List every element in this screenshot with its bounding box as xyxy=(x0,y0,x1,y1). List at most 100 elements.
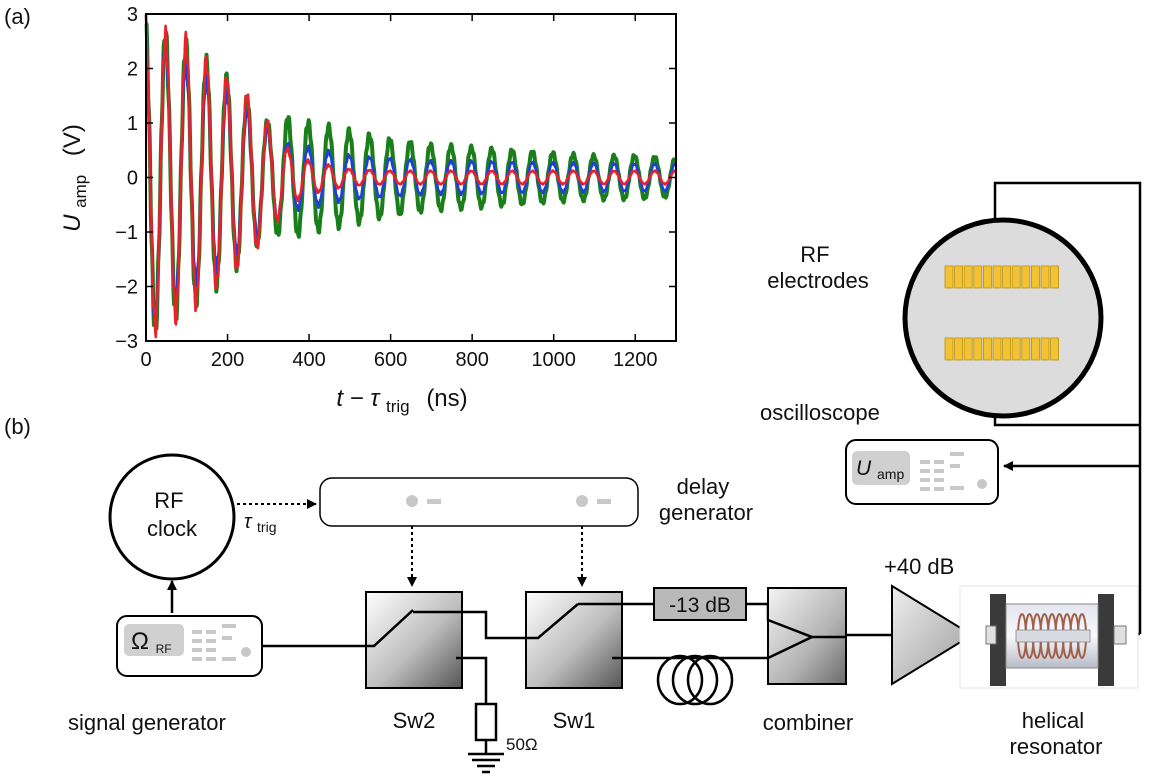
delay-output-2 xyxy=(576,495,588,507)
electrode-segment xyxy=(1040,265,1050,289)
sw1-contact xyxy=(526,603,579,640)
chart: 0 200 400 600 800 1000 1200 3 2 1 0 −1 −2 −3 U amp (… xyxy=(59,4,678,416)
resonator-endcap-right xyxy=(1098,594,1114,686)
rf-electrodes-line-2: electrodes xyxy=(767,268,869,293)
signal-generator-readout: Ω RF xyxy=(131,628,172,656)
oscilloscope-knob xyxy=(977,479,987,489)
oscilloscope-readout-subscript: amp xyxy=(877,466,904,482)
y-tick-label: −3 xyxy=(115,331,138,353)
oscilloscope-keypad xyxy=(920,452,964,491)
rf-clock-body xyxy=(108,453,236,581)
electrode-segment xyxy=(992,265,1002,289)
signal-generator-knob xyxy=(241,647,251,657)
signal-generator-keypad xyxy=(192,624,236,661)
oscilloscope-readout-symbol: U xyxy=(856,457,872,480)
delay-generator-line-1: delay xyxy=(677,474,730,499)
ground-symbol xyxy=(468,752,504,774)
helical-resonator-label: helical resonator xyxy=(1010,708,1103,759)
x-tick-label: 0 xyxy=(140,349,151,371)
electrode-segment xyxy=(1040,337,1050,361)
rf-clock-label: RF clock xyxy=(147,488,198,541)
electrode-segment xyxy=(1021,337,1031,361)
amplifier-gain-label: +40 dB xyxy=(884,554,954,579)
oscilloscope-readout: U amp xyxy=(856,457,904,482)
y-tick-label: 1 xyxy=(127,113,138,135)
x-axis-symbol: t − τ xyxy=(336,385,381,412)
electrode-segment xyxy=(1050,337,1059,361)
delay-generator xyxy=(319,477,639,527)
electrode-segment xyxy=(1031,337,1040,361)
rf-electrodes-top xyxy=(944,265,1059,289)
y-tick-label: −2 xyxy=(115,277,138,299)
electrode-segment xyxy=(973,265,983,289)
delay-line-coil xyxy=(656,654,734,706)
attenuator-label: -13 dB xyxy=(669,594,731,617)
electrode-segment xyxy=(1002,337,1011,361)
helical-resonator-line-1: helical xyxy=(1022,708,1084,733)
series-line xyxy=(144,14,677,339)
attenuator: -13 dB xyxy=(653,587,747,621)
sw2-label: Sw2 xyxy=(393,708,436,733)
wire-sw2-to-resistor xyxy=(456,656,488,704)
rf-clock: RF clock xyxy=(108,453,236,581)
delay-output-2-indicator xyxy=(597,499,611,504)
switch-sw1 xyxy=(525,591,623,689)
oscilloscope-label: oscilloscope xyxy=(760,400,880,425)
omega-rf-symbol: Ω xyxy=(131,628,149,655)
sw2-contact-in xyxy=(366,609,414,648)
y-axis-title: U amp (V) xyxy=(59,124,92,232)
electrode-segment xyxy=(1021,265,1031,289)
svg-text:U amp (V): U amp (V) xyxy=(59,124,92,232)
electrode-segment xyxy=(963,265,973,289)
resonator-output-port xyxy=(1113,625,1127,645)
tau-trig-label: τ trig xyxy=(244,511,277,535)
electrode-segment xyxy=(1002,265,1011,289)
electrode-segment xyxy=(973,337,983,361)
coil-rod xyxy=(1015,629,1091,643)
rf-electrodes-line-1: RF xyxy=(800,242,829,267)
x-tick-label: 1200 xyxy=(613,349,658,371)
rf-electrodes-bottom xyxy=(944,337,1059,361)
helical-resonator xyxy=(959,585,1139,689)
sw1-label: Sw1 xyxy=(553,708,596,733)
switch-sw2 xyxy=(365,591,463,689)
resonator-endcap-left xyxy=(990,594,1006,686)
resistor-label: 50Ω xyxy=(506,735,538,754)
delay-generator-body xyxy=(319,477,639,527)
signal-generator: Ω RF xyxy=(116,615,263,677)
x-tick-label: 400 xyxy=(292,349,325,371)
helical-resonator-line-2: resonator xyxy=(1010,734,1103,759)
panel-label-a: (a) xyxy=(4,4,31,29)
x-tick-label: 600 xyxy=(374,349,407,371)
delay-generator-label: delay generator xyxy=(659,474,753,525)
series-line xyxy=(144,22,678,331)
rf-electrodes-label: RF electrodes xyxy=(767,242,869,293)
electrode-segment xyxy=(992,337,1002,361)
x-tick-label: 800 xyxy=(455,349,488,371)
resonator-input-port xyxy=(985,625,997,645)
oscilloscope: U amp xyxy=(845,439,999,505)
resonator-coil xyxy=(1015,613,1091,659)
vacuum-chamber xyxy=(902,217,1104,419)
y-axis-symbol: U xyxy=(59,214,86,232)
electrode-segment xyxy=(1011,265,1021,289)
x-ticks: 0 200 400 600 800 1000 1200 xyxy=(140,14,657,371)
panel-label-b: (b) xyxy=(4,414,31,439)
electrode-segment xyxy=(983,265,992,289)
rf-clock-line-2: clock xyxy=(147,516,198,541)
electrode-segment xyxy=(944,337,954,361)
electrode-segment xyxy=(1011,337,1021,361)
y-axis-subscript: amp xyxy=(71,175,90,208)
plot-frame xyxy=(145,13,677,342)
y-tick-label: −1 xyxy=(115,222,138,244)
y-tick-label: 2 xyxy=(127,59,138,81)
y-tick-label: 0 xyxy=(127,168,138,190)
delay-generator-line-2: generator xyxy=(659,500,753,525)
y-axis-unit: (V) xyxy=(59,124,86,156)
y-ticks: 3 2 1 0 −1 −2 −3 xyxy=(115,4,676,353)
termination-resistor xyxy=(468,702,504,774)
delay-output-1-indicator xyxy=(427,499,441,504)
amplifier-body xyxy=(891,584,974,686)
tau-trig-symbol: τ xyxy=(244,511,253,533)
